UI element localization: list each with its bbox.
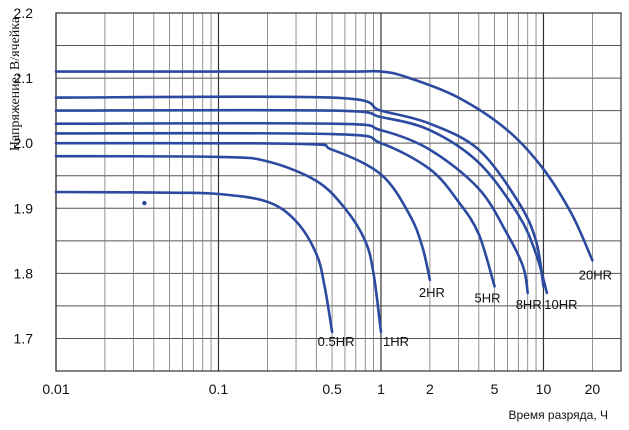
- discharge-curve: [54, 69, 594, 262]
- x-tick-label: 5: [491, 381, 499, 397]
- data-marker: [142, 200, 147, 206]
- discharge-curve: [54, 154, 383, 334]
- curve-label: 8HR: [516, 297, 542, 312]
- discharge-curves: [54, 69, 594, 334]
- discharge-curve: [54, 121, 529, 295]
- discharge-curve: [54, 108, 549, 295]
- discharge-curve: [54, 190, 334, 334]
- discharge-curve: [54, 131, 496, 288]
- y-tick-label: 2.0: [14, 135, 34, 151]
- axis-ticks: 1.7 1.8 1.9 2.0 2.1 2.2 0.01 0.1 0.5 1 2 5 10 20: [14, 5, 601, 397]
- y-tick-label: 1.8: [14, 265, 34, 281]
- y-axis-label: Напряжение, В/ячейка: [8, 16, 23, 151]
- curve-label: 20HR: [579, 267, 612, 282]
- x-tick-label: 1: [377, 381, 385, 397]
- curve-label: 1HR: [383, 334, 409, 349]
- curve-label: 2HR: [419, 285, 445, 300]
- curve-label: 10HR: [544, 297, 577, 312]
- y-tick-label: 1.7: [14, 330, 34, 346]
- x-axis-label: Время разряда, Ч: [508, 408, 608, 422]
- x-tick-label: 20: [585, 381, 601, 397]
- x-tick-label: 10: [536, 381, 552, 397]
- y-tick-label: 2.1: [14, 70, 34, 86]
- curve-label: 0.5HR: [318, 334, 355, 349]
- x-tick-label: 0.01: [42, 381, 69, 397]
- curve-label: 5HR: [475, 290, 501, 305]
- discharge-curve: [54, 95, 545, 288]
- y-tick-label: 2.2: [14, 5, 34, 21]
- x-tick-label: 2: [426, 381, 434, 397]
- x-tick-label: 0.1: [209, 381, 229, 397]
- y-tick-label: 1.9: [14, 200, 34, 216]
- x-tick-label: 0.5: [322, 381, 342, 397]
- discharge-curve: [54, 141, 432, 282]
